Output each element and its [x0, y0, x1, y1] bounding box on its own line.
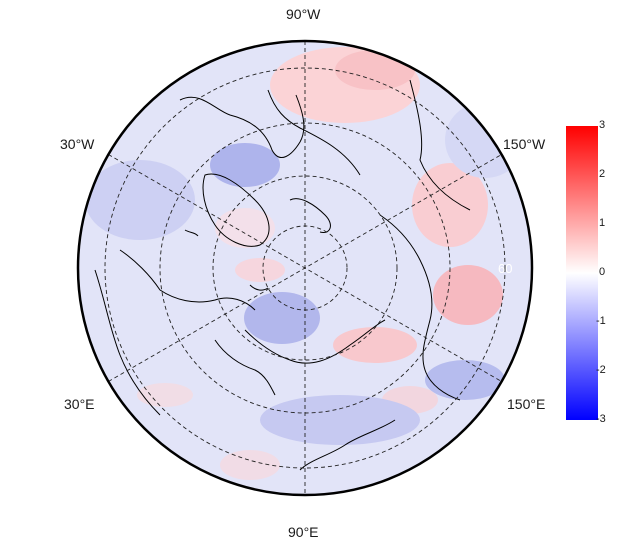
- lon-label-bottom: 90°E: [288, 524, 319, 540]
- graticule: [104, 41, 506, 495]
- lon-label-lower-left: 30°E: [64, 396, 95, 412]
- coastline-alaska: [267, 89, 361, 176]
- lon-label-upper-left: 30°W: [60, 136, 95, 152]
- warm-patch-east-siberia: [412, 163, 488, 247]
- warm-patch-greenland: [215, 208, 275, 248]
- coastline-siberia-north: [244, 319, 386, 364]
- cold-patch-central-asia: [260, 395, 420, 445]
- lon-label-top: 90°W: [286, 6, 321, 22]
- cold-patch-labrador: [210, 143, 280, 187]
- coastline-north-america: [179, 94, 305, 158]
- colorbar-tick: 0: [599, 266, 606, 278]
- graticule-meridian-30e-150w: [108, 154, 502, 382]
- coastline-canada-west: [409, 79, 471, 211]
- warm-patch-yakutia: [433, 265, 503, 325]
- coastline-caspian: [214, 339, 276, 396]
- coastline-arctic-islands: [289, 198, 331, 234]
- coastline-scandinavia: [119, 249, 256, 311]
- cold-patch-atlantic: [85, 160, 195, 240]
- colorbar-tick: 1: [599, 217, 606, 229]
- cold-patch-okhotsk: [425, 360, 505, 400]
- latitude-label: 60: [498, 261, 512, 276]
- lon-label-upper-right: 150°W: [503, 136, 546, 152]
- warm-patch-central-siberia: [333, 327, 417, 363]
- warm-patch-europe: [137, 383, 193, 407]
- coastline-greenland: [202, 173, 270, 247]
- coastline-svalbard: [249, 284, 269, 291]
- coastlines: [94, 79, 471, 471]
- anomaly-field: [85, 41, 525, 495]
- coastline-asia-south: [299, 419, 396, 471]
- colorbar-tick: -3: [596, 413, 606, 425]
- lon-label-lower-right: 150°E: [507, 396, 546, 412]
- coastline-east-siberia: [379, 214, 461, 401]
- colorbar-tick: 3: [599, 119, 606, 131]
- warm-patch-iceland: [235, 258, 285, 282]
- coastline-iceland: [184, 229, 199, 237]
- colorbar-tick: -2: [596, 364, 606, 376]
- colorbar-tick: 2: [599, 168, 606, 180]
- colorbar: [566, 126, 598, 420]
- graticule-lat-70: [212, 175, 398, 361]
- coastline-europe: [94, 269, 161, 416]
- map-border: [76, 39, 534, 497]
- colorbar-tick: -1: [596, 315, 606, 327]
- warm-patch-bering: [335, 50, 415, 90]
- warm-patch-south: [220, 450, 280, 480]
- graticule-lat-50: [104, 67, 506, 469]
- cold-patch-barents: [244, 292, 320, 344]
